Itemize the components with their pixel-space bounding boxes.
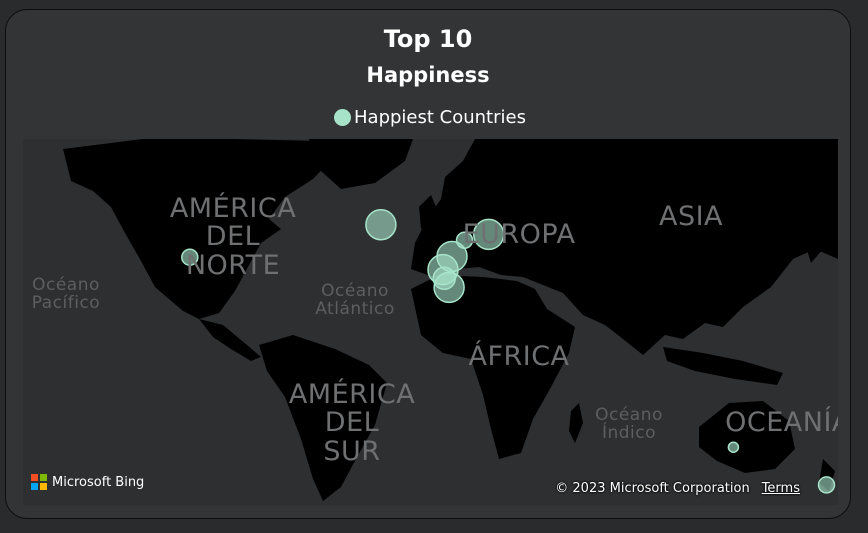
land-eurasia <box>411 139 838 355</box>
bubble-layer[interactable] <box>181 208 836 494</box>
label-pacific-ocean: Océano Pacífico <box>31 275 101 313</box>
land-australia <box>699 401 795 473</box>
country-bubble[interactable] <box>365 208 397 241</box>
legend[interactable]: Happiest Countries <box>334 106 526 128</box>
copyright-bar: © 2023 Microsoft Corporation Terms <box>555 481 800 496</box>
land-north-america <box>63 139 338 319</box>
country-bubble[interactable] <box>433 271 465 304</box>
label-africa: ÁFRICA <box>468 341 570 372</box>
land-japan <box>805 209 825 263</box>
land-southeast-asia <box>663 347 783 385</box>
bing-attribution: Microsoft Bing <box>31 474 144 490</box>
country-bubble[interactable] <box>455 231 474 250</box>
legend-label: Happiest Countries <box>354 106 526 128</box>
label-europe: EUROPA <box>462 219 576 250</box>
label-indian-ocean: Océano Índico <box>595 405 663 443</box>
bing-brand-label: Microsoft Bing <box>52 474 145 490</box>
land-south-america <box>259 335 387 501</box>
land-madagascar <box>569 403 583 443</box>
visual-title: Top 10 <box>383 25 473 53</box>
microsoft-logo-icon <box>31 474 47 490</box>
country-bubble[interactable] <box>472 218 505 251</box>
terms-link[interactable]: Terms <box>761 481 800 496</box>
map-canvas[interactable] <box>23 139 838 505</box>
land-great-britain <box>419 195 437 229</box>
visual-subtitle: Happiness <box>366 63 490 87</box>
world-map[interactable]: AMÉRICA DEL NORTE EUROPA ASIA ÁFRICA AMÉ… <box>23 139 838 505</box>
country-bubble[interactable] <box>727 441 740 453</box>
copyright-text: © 2023 Microsoft Corporation <box>555 481 750 496</box>
label-north-america: AMÉRICA DEL NORTE <box>169 193 297 281</box>
label-asia: ASIA <box>658 201 724 232</box>
country-bubble[interactable] <box>181 248 199 266</box>
map-visual-card: Top 10 Happiness Happiest Countries <box>5 9 851 519</box>
land-masses <box>63 139 838 501</box>
label-atlantic-ocean: Océano Atlántico <box>315 281 395 319</box>
country-bubble[interactable] <box>817 476 836 494</box>
legend-marker <box>334 108 351 126</box>
label-oceania: OCEANÍA <box>725 407 838 438</box>
label-south-america: AMÉRICA DEL SUR <box>288 379 416 467</box>
land-central-america <box>199 319 261 361</box>
land-africa <box>411 275 575 459</box>
land-greenland <box>309 139 413 189</box>
